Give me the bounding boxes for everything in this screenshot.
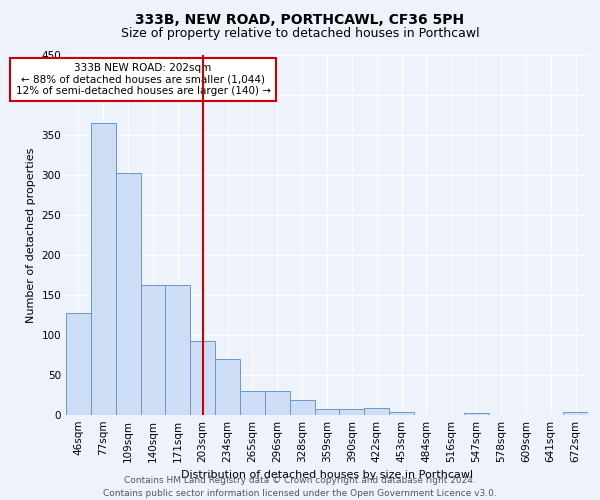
Text: Size of property relative to detached houses in Porthcawl: Size of property relative to detached ho… — [121, 28, 479, 40]
Bar — [215, 359, 240, 415]
Text: 333B NEW ROAD: 202sqm
← 88% of detached houses are smaller (1,044)
12% of semi-d: 333B NEW ROAD: 202sqm ← 88% of detached … — [16, 63, 271, 96]
Bar — [265, 391, 290, 415]
Bar — [464, 412, 488, 415]
Bar — [563, 412, 588, 415]
Bar — [116, 172, 140, 415]
Bar — [166, 284, 190, 415]
Bar — [66, 312, 91, 415]
Bar — [190, 340, 215, 415]
Bar — [389, 412, 414, 415]
Bar — [140, 284, 166, 415]
Text: 333B, NEW ROAD, PORTHCAWL, CF36 5PH: 333B, NEW ROAD, PORTHCAWL, CF36 5PH — [136, 12, 464, 26]
Bar — [290, 400, 314, 415]
Bar — [91, 123, 116, 415]
Bar — [240, 391, 265, 415]
X-axis label: Distribution of detached houses by size in Porthcawl: Distribution of detached houses by size … — [181, 470, 473, 480]
Y-axis label: Number of detached properties: Number of detached properties — [26, 148, 36, 322]
Bar — [314, 408, 340, 415]
Bar — [340, 410, 364, 415]
Text: Contains HM Land Registry data © Crown copyright and database right 2024.
Contai: Contains HM Land Registry data © Crown c… — [103, 476, 497, 498]
Bar — [364, 408, 389, 415]
